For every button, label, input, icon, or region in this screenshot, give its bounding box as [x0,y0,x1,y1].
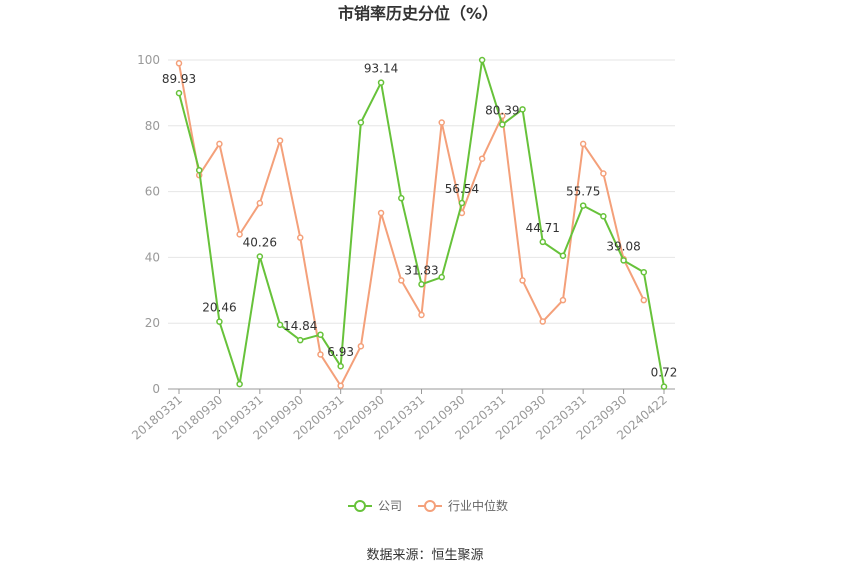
data-point-0[interactable] [337,362,344,370]
y-tick-label: 20 [145,316,160,330]
data-point-1[interactable] [640,296,648,304]
data-label: 89.93 [162,72,196,86]
data-label: 6.93 [327,345,354,359]
y-tick-label: 60 [145,185,160,199]
data-point-1[interactable] [216,140,223,148]
legend-item-0[interactable]: 公司 [348,499,402,513]
data-point-0[interactable] [276,321,284,329]
data-point-1[interactable] [478,155,486,162]
data-point-1[interactable] [297,234,304,241]
data-point-0[interactable] [478,56,486,64]
data-label: 44.71 [526,221,560,235]
y-tick-label: 100 [137,53,160,67]
data-point-1[interactable] [579,140,587,148]
data-point-0[interactable] [216,318,223,325]
data-label: 80.39 [485,104,519,118]
data-point-1[interactable] [438,119,445,126]
data-point-0[interactable] [499,121,506,128]
series-group [175,56,668,390]
legend-item-1[interactable]: 行业中位数 [418,498,508,513]
y-tick-label: 80 [145,119,160,133]
data-point-1[interactable] [377,209,385,217]
data-point-1[interactable] [276,137,284,144]
data-point-1[interactable] [317,351,324,358]
data-point-0[interactable] [438,273,445,281]
data-point-1[interactable] [175,60,183,67]
data-label: 40.26 [243,236,277,250]
data-point-0[interactable] [600,213,607,220]
data-label: 93.14 [364,62,398,76]
y-tick-label: 40 [145,250,160,264]
data-point-1[interactable] [519,277,526,284]
data-point-0[interactable] [539,238,546,246]
x-axis: 2018033120180930201903312019093020200331… [129,388,675,443]
data-point-0[interactable] [559,252,567,260]
data-point-0[interactable] [660,383,668,390]
data-label: 31.83 [404,263,438,277]
data-point-1[interactable] [236,231,243,238]
chart-title: 市销率历史分位（%） [338,4,498,23]
data-point-1[interactable] [418,311,425,319]
data-point-1[interactable] [539,318,546,325]
source-note: 数据来源：恒生聚源 [366,548,483,563]
legend-label: 行业中位数 [448,498,508,513]
data-point-1[interactable] [600,170,607,177]
data-point-0[interactable] [357,119,365,126]
data-label: 39.08 [606,239,640,253]
series-line-0 [178,59,665,387]
legend-marker [354,500,366,512]
data-point-0[interactable] [236,380,243,388]
data-point-0[interactable] [519,106,526,113]
data-labels: 89.93 20.46 40.26 14.84 6.93 93.14 31.83 56.54 8… [162,62,678,380]
data-point-0[interactable] [377,79,385,86]
data-point-0[interactable] [256,253,264,260]
data-point-0[interactable] [458,199,466,207]
data-point-0[interactable] [317,331,324,338]
data-point-0[interactable] [195,166,203,174]
data-label: 0.72 [651,366,678,380]
y-axis: 0 20 40 60 80 100 [137,53,160,396]
data-point-1[interactable] [357,342,365,350]
data-label: 20.46 [202,301,236,315]
y-tick-label: 0 [152,382,160,396]
series-line-1 [178,63,645,387]
data-point-0[interactable] [579,202,587,209]
data-point-0[interactable] [297,336,304,344]
data-label: 56.54 [445,182,479,196]
data-point-1[interactable] [559,296,567,304]
data-point-0[interactable] [418,281,425,288]
data-point-0[interactable] [620,257,627,264]
data-point-0[interactable] [398,194,405,202]
data-label: 14.84 [283,319,317,333]
legend-label: 公司 [378,499,402,513]
data-point-1[interactable] [398,277,405,284]
grid-lines [168,59,675,324]
legend-marker [424,500,436,512]
data-point-1[interactable] [337,382,344,389]
data-label: 55.75 [566,185,600,199]
legend[interactable]: 公司 行业中位数 [348,498,508,513]
data-point-0[interactable] [640,268,648,276]
data-point-0[interactable] [175,89,183,97]
data-point-1[interactable] [256,199,264,207]
